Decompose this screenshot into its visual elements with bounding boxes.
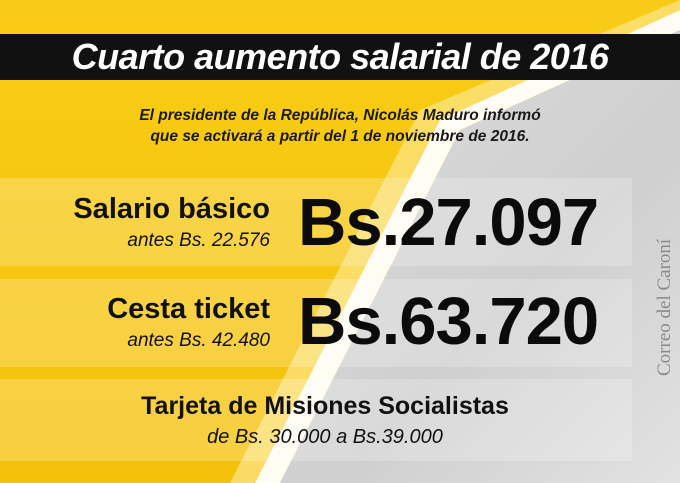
cesta-amount: Bs.63.720 [298, 284, 599, 359]
salario-before: antes Bs. 22.576 [127, 230, 270, 251]
intro-line-2: que se activará a partir del 1 de noviem… [150, 128, 530, 145]
cesta-before: antes Bs. 42.480 [127, 330, 270, 351]
salario-panel [0, 178, 632, 266]
salario-amount: Bs.27.097 [298, 185, 599, 260]
cesta-panel [0, 279, 632, 367]
cesta-label: Cesta ticket [107, 293, 270, 325]
tarjeta-label: Tarjeta de Misiones Socialistas [141, 392, 509, 420]
salario-label: Salario básico [73, 193, 270, 225]
tarjeta-range: de Bs. 30.000 a Bs.39.000 [207, 426, 443, 448]
title-bar [0, 34, 680, 80]
correo-del-caroni-logo: Correo del Caroní [648, 180, 678, 380]
page-title: Cuarto aumento salarial de 2016 [71, 36, 609, 77]
intro-line-1: El presidente de la República, Nicolás M… [139, 107, 541, 124]
intro-text: El presidente de la República, Nicolás M… [60, 105, 620, 147]
tarjeta-panel [0, 379, 632, 461]
watermark-text: Correo del Caroní [654, 238, 675, 376]
